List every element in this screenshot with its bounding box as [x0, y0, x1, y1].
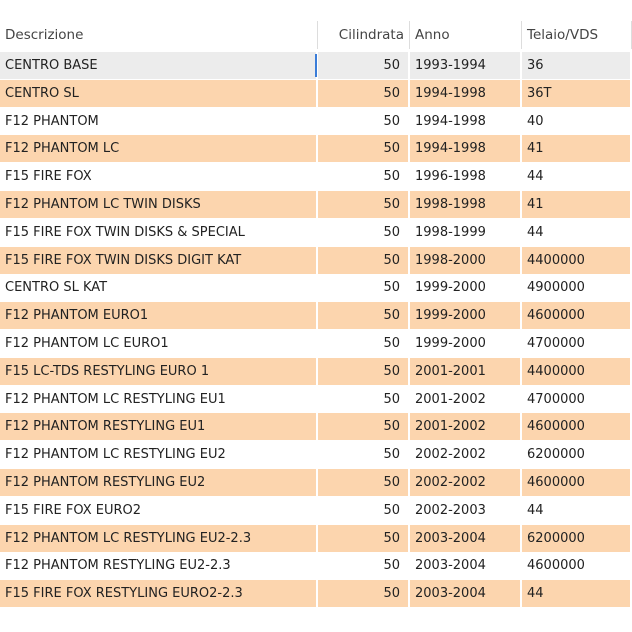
table-cell[interactable]: 36	[522, 52, 632, 79]
table-cell[interactable]: 50	[318, 469, 410, 496]
table-cell[interactable]: F12 PHANTOM LC RESTYLING EU1	[0, 385, 318, 413]
table-cell[interactable]: CENTRO BASE	[0, 52, 318, 79]
table-cell[interactable]: 2001-2002	[410, 413, 522, 441]
table-cell[interactable]: 44	[522, 163, 632, 191]
table-cell[interactable]: 1996-1998	[410, 163, 522, 191]
table-cell[interactable]: 1994-1998	[410, 79, 522, 107]
table-cell[interactable]: 4600000	[522, 469, 632, 496]
table-cell[interactable]: 1998-2000	[410, 246, 522, 274]
table-cell[interactable]: 50	[318, 580, 410, 608]
column-header[interactable]: Anno	[410, 21, 522, 49]
table-cell[interactable]: F15 FIRE FOX	[0, 163, 318, 191]
table-cell[interactable]: F15 FIRE FOX TWIN DISKS & SPECIAL	[0, 218, 318, 246]
table-cell[interactable]: 6200000	[522, 524, 632, 552]
table-cell[interactable]: 1994-1998	[410, 135, 522, 163]
table-cell[interactable]: F12 PHANTOM LC EURO1	[0, 330, 318, 357]
table-cell[interactable]: CENTRO SL KAT	[0, 274, 318, 302]
table-cell[interactable]: 6200000	[522, 441, 632, 469]
table-cell[interactable]: 1994-1998	[410, 107, 522, 135]
table-cell[interactable]: 50	[318, 441, 410, 469]
table-cell[interactable]: 50	[318, 107, 410, 135]
table-cell[interactable]: 4900000	[522, 274, 632, 302]
table-cell[interactable]: 2002-2002	[410, 469, 522, 496]
table-cell[interactable]: 50	[318, 218, 410, 246]
table-cell[interactable]: 1999-2000	[410, 330, 522, 357]
table-cell[interactable]: 2003-2004	[410, 580, 522, 608]
table-cell[interactable]: 2001-2002	[410, 385, 522, 413]
table-cell[interactable]: 50	[318, 52, 410, 79]
table-cell[interactable]: F15 FIRE FOX TWIN DISKS DIGIT KAT	[0, 246, 318, 274]
table-cell[interactable]: 50	[318, 135, 410, 163]
table-cell[interactable]: F15 FIRE FOX EURO2	[0, 496, 318, 524]
table-cell[interactable]: F12 PHANTOM RESTYLING EU1	[0, 413, 318, 441]
table-cell[interactable]: F12 PHANTOM	[0, 107, 318, 135]
table-cell[interactable]: 50	[318, 246, 410, 274]
table-cell[interactable]: 2002-2002	[410, 441, 522, 469]
table-cell[interactable]: 2001-2001	[410, 357, 522, 385]
table-cell[interactable]: F12 PHANTOM LC RESTYLING EU2	[0, 441, 318, 469]
table-cell[interactable]: F15 FIRE FOX RESTYLING EURO2-2.3	[0, 580, 318, 608]
table-cell[interactable]: 2002-2003	[410, 496, 522, 524]
table-cell[interactable]: 4700000	[522, 330, 632, 357]
table-cell[interactable]: 50	[318, 552, 410, 580]
table-cell[interactable]: 4600000	[522, 302, 632, 330]
table-cell[interactable]: 50	[318, 79, 410, 107]
table-cell[interactable]: 1999-2000	[410, 274, 522, 302]
table-cell[interactable]: F12 PHANTOM RESTYLING EU2	[0, 469, 318, 496]
table-cell[interactable]: 1998-1998	[410, 191, 522, 218]
table-cell[interactable]: 1998-1999	[410, 218, 522, 246]
table-cell[interactable]: 4600000	[522, 552, 632, 580]
table-cell[interactable]: 44	[522, 580, 632, 608]
table-cell[interactable]: 2003-2004	[410, 552, 522, 580]
table-cell[interactable]: 1993-1994	[410, 52, 522, 79]
table-cell[interactable]: 2003-2004	[410, 524, 522, 552]
table-cell[interactable]: F12 PHANTOM LC TWIN DISKS	[0, 191, 318, 218]
table-cell[interactable]: 4400000	[522, 357, 632, 385]
table-cell[interactable]: 50	[318, 385, 410, 413]
table-cell[interactable]: 4700000	[522, 385, 632, 413]
table-cell[interactable]: 50	[318, 274, 410, 302]
cell-focus-marker	[315, 54, 317, 77]
table-cell[interactable]: 50	[318, 357, 410, 385]
table-cell[interactable]: 50	[318, 163, 410, 191]
table-cell[interactable]: 40	[522, 107, 632, 135]
table-cell[interactable]: F15 LC-TDS RESTYLING EURO 1	[0, 357, 318, 385]
table-cell[interactable]: 50	[318, 191, 410, 218]
table-cell[interactable]: 41	[522, 191, 632, 218]
table-cell[interactable]: F12 PHANTOM EURO1	[0, 302, 318, 330]
column-header[interactable]: Telaio/VDS	[522, 21, 632, 49]
table-cell[interactable]: 50	[318, 413, 410, 441]
table-cell[interactable]: 4600000	[522, 413, 632, 441]
table-cell[interactable]: 41	[522, 135, 632, 163]
table-cell[interactable]: F12 PHANTOM LC	[0, 135, 318, 163]
table-cell[interactable]: 50	[318, 330, 410, 357]
table-cell[interactable]: 1999-2000	[410, 302, 522, 330]
table-cell[interactable]: CENTRO SL	[0, 79, 318, 107]
table-cell[interactable]: F12 PHANTOM RESTYLING EU2-2.3	[0, 552, 318, 580]
table-cell[interactable]: 50	[318, 302, 410, 330]
table-cell[interactable]: F12 PHANTOM LC RESTYLING EU2-2.3	[0, 524, 318, 552]
table-cell[interactable]: 50	[318, 524, 410, 552]
table-cell[interactable]: 50	[318, 496, 410, 524]
table-cell[interactable]: 36T	[522, 79, 632, 107]
table-cell[interactable]: 44	[522, 496, 632, 524]
column-header[interactable]: Descrizione	[0, 21, 318, 49]
column-header[interactable]: Cilindrata	[318, 21, 410, 49]
table-cell[interactable]: 44	[522, 218, 632, 246]
table-cell[interactable]: 4400000	[522, 246, 632, 274]
